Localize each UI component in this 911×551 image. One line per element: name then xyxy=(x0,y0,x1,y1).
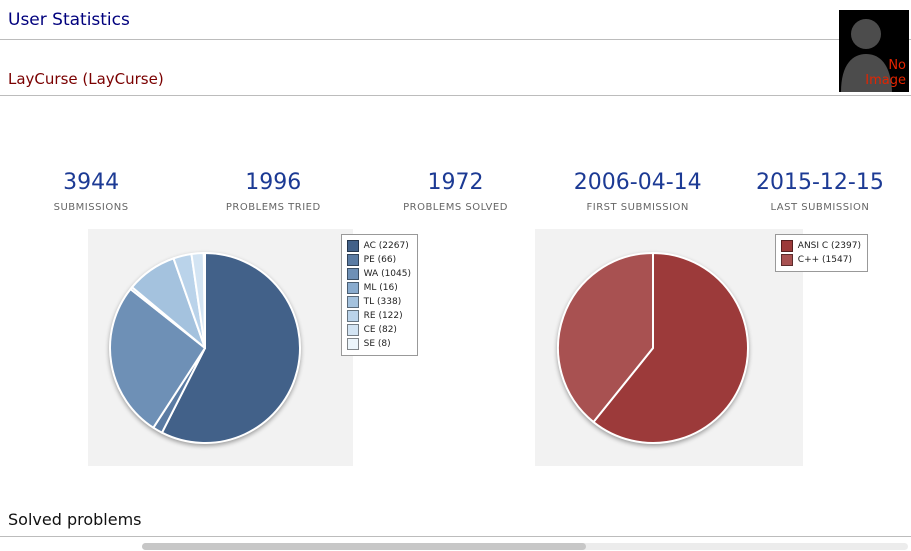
user-statistics-page: User Statistics LayCurse (LayCurse) No I… xyxy=(0,10,911,551)
legend-label: TL (338) xyxy=(363,297,402,307)
pie-slice-ansi-c xyxy=(592,251,749,444)
legend-item: ANSI C (2397) xyxy=(780,240,861,252)
legend-swatch xyxy=(346,296,359,308)
languages-pie-panel: ANSI C (2397) C++ (1547) xyxy=(535,229,868,466)
legend-label: ML (16) xyxy=(363,283,398,293)
legend-label: RE (122) xyxy=(363,311,403,321)
stat-label: FIRST SUBMISSION xyxy=(586,202,689,213)
stat-problems-solved: 1972 PROBLEMS SOLVED xyxy=(364,170,546,213)
pie-slice-wa xyxy=(108,287,206,429)
legend-label: AC (2267) xyxy=(363,241,409,251)
legend-swatch xyxy=(346,282,359,294)
legend-label: CE (82) xyxy=(363,325,397,335)
legend-swatch xyxy=(780,254,793,266)
pie-slice-se xyxy=(202,251,206,349)
verdicts-pie-chart xyxy=(108,251,301,444)
solved-divider xyxy=(0,536,911,537)
pie-slice-c- xyxy=(556,251,654,423)
legend-label: PE (66) xyxy=(363,255,397,265)
stat-value: 2006-04-14 xyxy=(573,170,702,195)
legend-swatch xyxy=(346,324,359,336)
legend-item: AC (2267) xyxy=(346,240,411,252)
verdicts-legend: AC (2267) PE (66) WA (1045) ML (16) TL (338)… xyxy=(340,234,418,356)
legend-label: WA (1045) xyxy=(363,269,411,279)
legend-item: WA (1045) xyxy=(346,268,411,280)
legend-swatch xyxy=(346,254,359,266)
solved-problems-heading: Solved problems xyxy=(8,510,142,529)
stat-value: 1996 xyxy=(245,170,302,195)
stat-first-submission: 2006-04-14 FIRST SUBMISSION xyxy=(547,170,729,213)
stat-label: SUBMISSIONS xyxy=(53,202,129,213)
legend-item: C++ (1547) xyxy=(780,254,861,266)
scrollbar-thumb[interactable] xyxy=(142,543,587,550)
user-heading: LayCurse (LayCurse) xyxy=(8,70,164,88)
stat-value: 3944 xyxy=(63,170,120,195)
stat-label: PROBLEMS TRIED xyxy=(225,202,321,213)
no-image-label: No Image xyxy=(865,58,906,89)
legend-item: TL (338) xyxy=(346,296,411,308)
legend-label: C++ (1547) xyxy=(797,255,852,265)
stat-label: LAST SUBMISSION xyxy=(770,202,870,213)
legend-label: ANSI C (2397) xyxy=(797,241,861,251)
user-divider xyxy=(0,95,911,96)
verdicts-pie-panel: AC (2267) PE (66) WA (1045) ML (16) TL (338)… xyxy=(88,229,418,466)
legend-label: SE (8) xyxy=(363,339,391,349)
stat-label: PROBLEMS SOLVED xyxy=(403,202,508,213)
legend-swatch xyxy=(346,268,359,280)
stats-row: 3944 SUBMISSIONS 1996 PROBLEMS TRIED 197… xyxy=(0,170,911,213)
legend-item: SE (8) xyxy=(346,338,411,350)
stat-problems-tried: 1996 PROBLEMS TRIED xyxy=(182,170,364,213)
languages-pie-chart xyxy=(556,251,749,444)
title-divider xyxy=(0,39,911,40)
legend-item: ML (16) xyxy=(346,282,411,294)
person-silhouette-icon xyxy=(841,19,892,92)
stat-submissions: 3944 SUBMISSIONS xyxy=(0,170,182,213)
stat-last-submission: 2015-12-15 LAST SUBMISSION xyxy=(729,170,911,213)
legend-swatch xyxy=(346,240,359,252)
legend-item: CE (82) xyxy=(346,324,411,336)
horizontal-scrollbar[interactable] xyxy=(142,543,908,550)
legend-swatch xyxy=(346,338,359,350)
page-title: User Statistics xyxy=(8,10,130,30)
stat-value: 1972 xyxy=(427,170,484,195)
avatar: No Image xyxy=(839,10,909,92)
pie-slice-ac xyxy=(160,251,301,444)
legend-item: RE (122) xyxy=(346,310,411,322)
stat-value: 2015-12-15 xyxy=(755,170,884,195)
charts-row: AC (2267) PE (66) WA (1045) ML (16) TL (338)… xyxy=(0,229,911,466)
legend-swatch xyxy=(780,240,793,252)
legend-swatch xyxy=(346,310,359,322)
legend-item: PE (66) xyxy=(346,254,411,266)
languages-legend: ANSI C (2397) C++ (1547) xyxy=(774,234,868,272)
